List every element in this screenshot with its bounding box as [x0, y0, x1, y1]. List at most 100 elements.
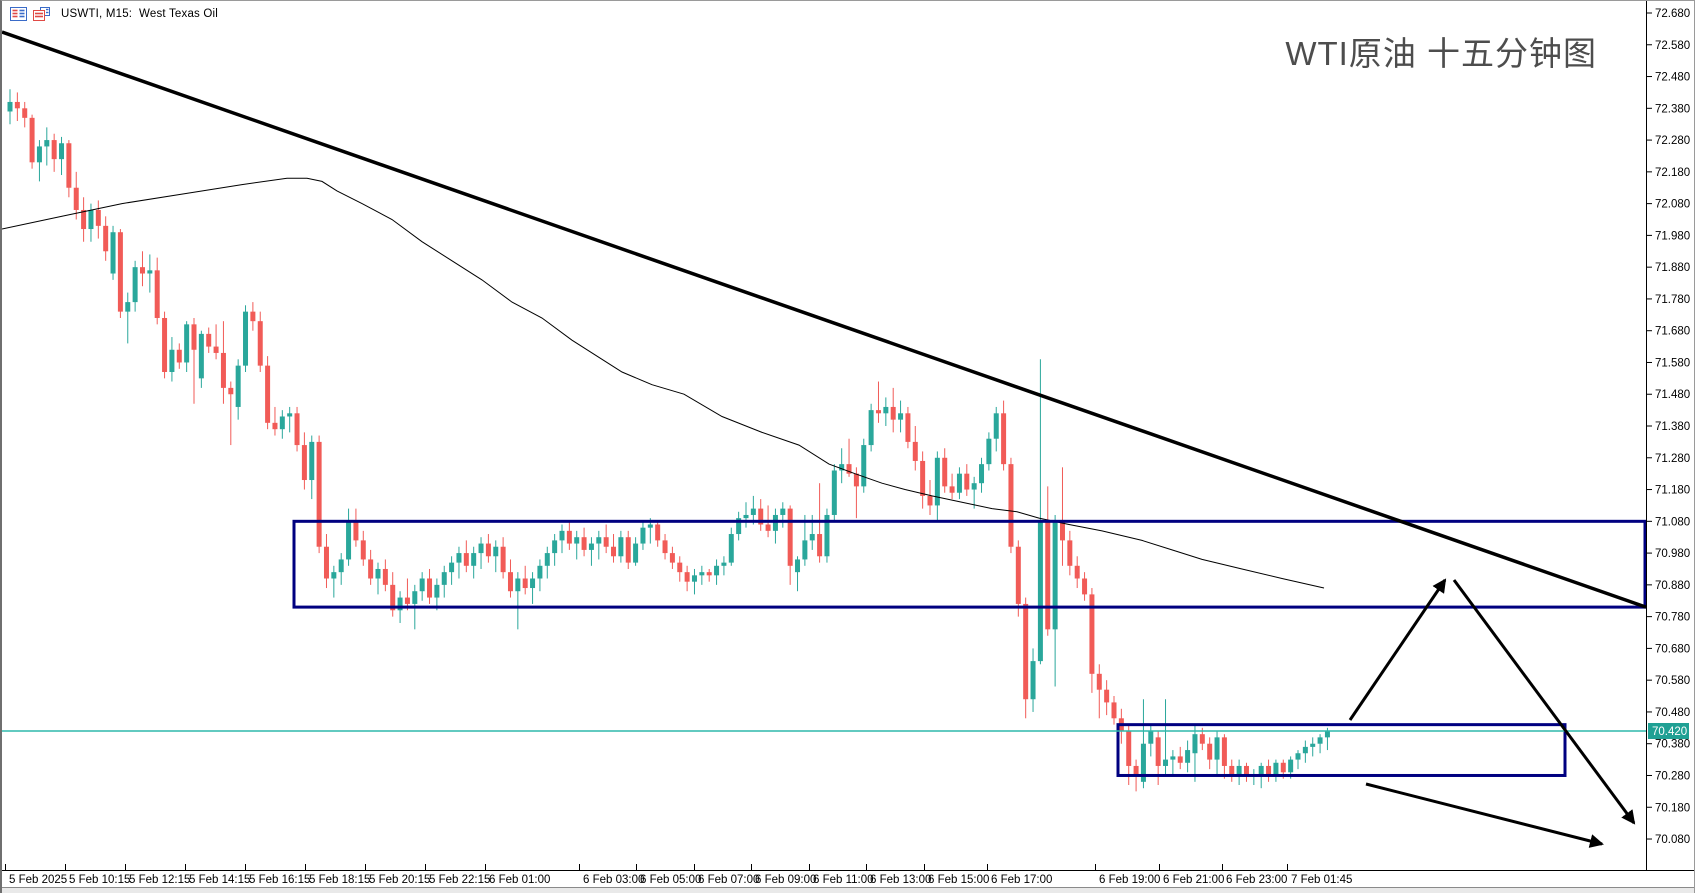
candle-body: [574, 537, 580, 544]
chart-title-text: WTI原油 十五分钟图: [1285, 35, 1597, 72]
time-tick-label: 6 Feb 19:00: [1099, 874, 1160, 886]
candle-body: [1030, 661, 1036, 700]
chart-window-icon: [33, 7, 50, 21]
price-tick-label: 72.480: [1655, 72, 1690, 84]
candle-body: [846, 464, 852, 474]
candle-body: [728, 534, 734, 563]
candle-body: [809, 534, 815, 541]
candle-body: [1221, 737, 1227, 766]
annotation-arrow-1[interactable]: [1348, 578, 1447, 721]
candle-body: [294, 413, 300, 446]
candle-body: [463, 553, 469, 566]
candle-body: [1023, 603, 1029, 700]
candle-body: [986, 438, 992, 465]
candle-body: [552, 540, 558, 554]
candle-body: [507, 572, 513, 592]
candle-body: [581, 537, 587, 550]
candle-body: [279, 416, 285, 430]
candle-body: [382, 568, 388, 585]
candle-body: [51, 140, 57, 160]
candle-body: [1001, 413, 1007, 465]
time-tick-label: 6 Feb 15:00: [928, 874, 989, 886]
window-bottom-edge: [2, 887, 1694, 893]
candle-body: [1140, 743, 1146, 782]
candle-body: [949, 486, 955, 493]
annotation-arrow-2[interactable]: [1452, 579, 1636, 825]
consolidation-box-1[interactable]: [292, 519, 1647, 609]
descending-trendline[interactable]: [2, 30, 1647, 609]
candle-body: [375, 568, 381, 579]
candle-body: [338, 559, 344, 573]
candle-body: [176, 349, 182, 363]
candle-body: [125, 302, 131, 312]
time-tick-label: 6 Feb 21:00: [1163, 874, 1224, 886]
price-tick-label: 71.380: [1655, 421, 1690, 433]
moving-average-line[interactable]: [2, 177, 1325, 589]
candle-body: [603, 537, 609, 547]
time-tick-label: 6 Feb 17:00: [991, 874, 1052, 886]
price-tick-label: 71.280: [1655, 453, 1690, 465]
price-tick-label: 72.080: [1655, 199, 1690, 211]
price-tick-label: 72.580: [1655, 40, 1690, 52]
time-tick-label: 6 Feb 07:00: [698, 874, 759, 886]
candle-body: [81, 209, 87, 230]
candle-body: [537, 565, 543, 579]
candle-body: [721, 562, 727, 566]
candle-body: [220, 352, 226, 388]
time-tick-label: 6 Feb 03:00: [583, 874, 644, 886]
price-tick-label: 72.180: [1655, 167, 1690, 179]
candle-body: [647, 524, 653, 528]
candle-body: [1177, 756, 1183, 763]
price-tick-label: 72.680: [1655, 8, 1690, 20]
candle-body: [390, 584, 396, 611]
candle-body: [691, 575, 697, 582]
candle-body: [1067, 540, 1073, 566]
candle-body: [228, 387, 234, 395]
candle-body: [566, 530, 572, 544]
candle-body: [7, 101, 13, 112]
candle-body: [993, 413, 999, 439]
candle-body: [758, 508, 764, 525]
price-tick-label: 70.280: [1655, 770, 1690, 782]
price-tick-label: 71.580: [1655, 357, 1690, 369]
candle-body: [611, 546, 617, 557]
candle-body: [434, 584, 440, 598]
candle-body: [353, 521, 359, 541]
candle-body: [596, 537, 602, 544]
candle-body: [964, 473, 970, 490]
candle-body: [839, 464, 845, 471]
candle-body: [515, 578, 521, 592]
candle-body: [780, 508, 786, 515]
candle-body: [198, 333, 204, 379]
time-tick-label: 6 Feb 09:00: [755, 874, 816, 886]
candle-body: [110, 232, 116, 274]
candle-body: [1185, 750, 1191, 763]
candle-body: [669, 553, 675, 563]
time-tick-label: 7 Feb 01:45: [1291, 874, 1352, 886]
candle-body: [29, 117, 35, 163]
candle-body: [368, 559, 374, 579]
candle-body: [655, 524, 661, 541]
candle-body: [625, 537, 631, 563]
candle-body: [1266, 765, 1272, 776]
candle-body: [1096, 673, 1102, 690]
current-price-label: 70.420: [1652, 726, 1687, 738]
candle-body: [1133, 765, 1139, 776]
price-axis[interactable]: 72.680 72.580 72.480 72.380 72.280 72.180 72.0…: [1646, 1, 1690, 870]
annotation-arrow-3[interactable]: [1365, 782, 1604, 848]
candle-body: [1288, 759, 1294, 773]
candle-body: [1052, 521, 1058, 630]
candle-body: [191, 324, 197, 350]
price-tick-label: 70.480: [1655, 707, 1690, 719]
chart-list-icon: [10, 7, 27, 21]
candle-body: [485, 543, 491, 557]
candle-body: [971, 483, 977, 490]
candle-body: [309, 441, 315, 481]
time-axis[interactable]: 5 Feb 2025 5 Feb 10:155 Feb 12:155 Feb 14…: [2, 864, 1695, 886]
candle-body: [184, 324, 190, 363]
consolidation-box-2[interactable]: [1116, 723, 1567, 777]
candle-body: [1317, 737, 1323, 744]
candle-body: [441, 572, 447, 585]
price-tick-label: 71.180: [1655, 485, 1690, 497]
